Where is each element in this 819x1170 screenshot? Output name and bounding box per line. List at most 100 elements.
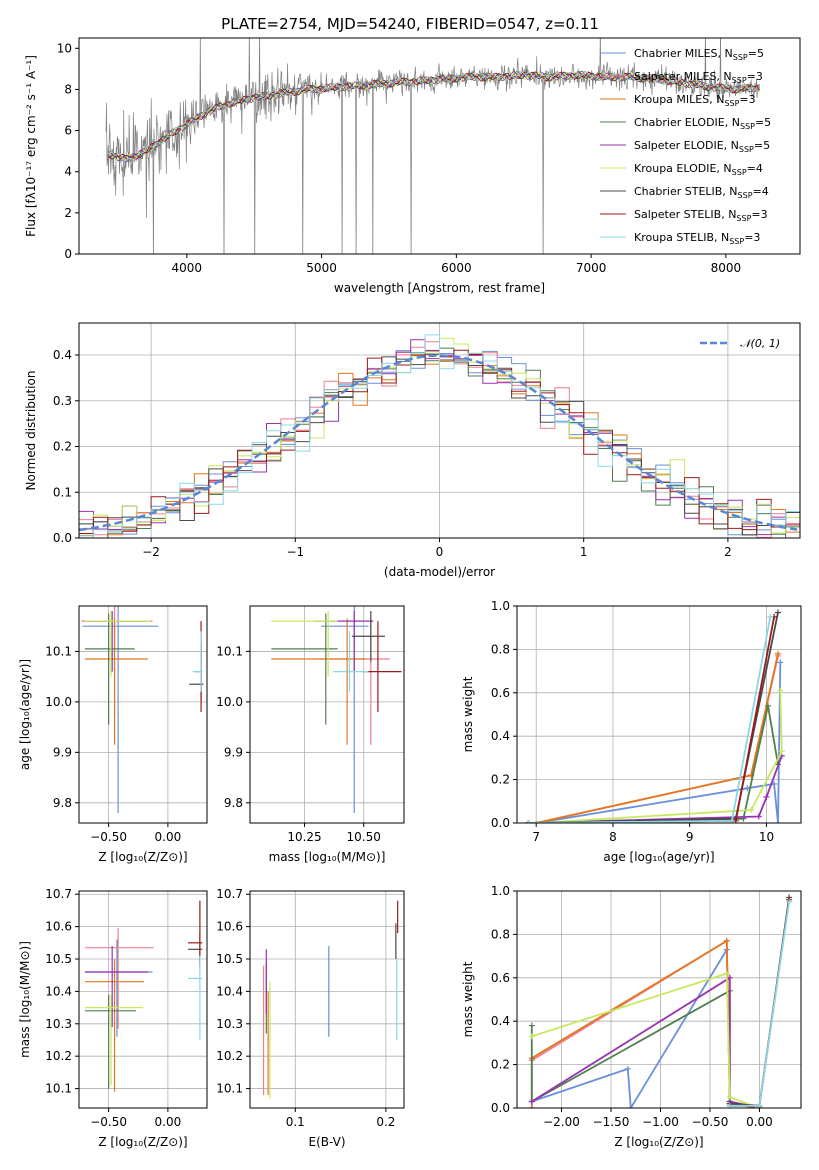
grid (517, 890, 801, 1109)
observed-spectrum (105, 38, 760, 254)
x-tick-label: 0.00 (155, 830, 182, 844)
model-spectrum-kroupa-elodie (108, 71, 760, 161)
x-tick-label: −2 (142, 545, 160, 559)
errorbar-kroupa-elodie (84, 611, 151, 677)
series-marker (777, 687, 784, 694)
series-kroupa-elodie (533, 687, 785, 823)
axes-frame (78, 605, 208, 824)
plot-area (81, 606, 204, 813)
legend-label: Salpeter STELIB, NSSP=3 (634, 208, 768, 223)
errorbar-salpeter-stelib (188, 900, 203, 963)
series-marker (755, 813, 762, 820)
legend-label: 𝒩(0, 1) (740, 337, 780, 350)
axes-mass-vs-Z: −0.50 0.00 10.1 10.2 10.3 10.4 10.5 10.6 10.7 Z [… (18, 887, 208, 1149)
errorbar-kroupa-miles (84, 618, 148, 745)
series-kroupa-miles (533, 650, 781, 823)
errorbar-salpeter-elodie (84, 611, 148, 672)
series-line (536, 690, 783, 823)
x-tick-label: 8 (609, 830, 617, 844)
y-tick-label: 10.3 (45, 1017, 72, 1031)
y-tick-label: 10.1 (216, 1082, 243, 1096)
errorbar-salpeter-miles (81, 606, 153, 718)
grid (79, 891, 207, 1108)
series-line (531, 972, 760, 1108)
series-marker (624, 1065, 631, 1072)
y-tick-label: 10.5 (216, 952, 243, 966)
y-tick-label: 9.9 (53, 745, 72, 759)
axes-mass-weight-vs-Z: −2.00 −1.50 −1.00 −0.50 0.00 0.0 0.2 0.4 0.6 0.8 1… (461, 884, 802, 1149)
x-tick-label: 0.00 (746, 1115, 773, 1129)
y-tick-label: 0 (64, 247, 72, 261)
series-marker (723, 970, 730, 977)
errorbar-salpeter-elodie (313, 611, 374, 672)
x-tick-label: 7000 (576, 261, 607, 275)
series-marker (767, 613, 774, 620)
model-spectrum-kroupa-stelib (108, 71, 760, 162)
y-axis-label: Flux [fλ10⁻¹⁷ erg cm⁻² s⁻¹ A⁻¹] (24, 55, 38, 237)
errorbar-kroupa-stelib (332, 631, 369, 692)
y-tick-label: 0.0 (491, 816, 510, 830)
y-tick-label: 9.9 (224, 745, 243, 759)
axes-frame (516, 605, 802, 824)
errorbar-kroupa-stelib (188, 955, 203, 1040)
x-tick-label: 10.25 (287, 830, 321, 844)
series-marker (763, 793, 770, 800)
axes-mass-weight-vs-age: 7 8 9 10 0.0 0.2 0.4 0.6 0.8 1.0 age [log₁₀(age/yr… (461, 599, 802, 864)
y-axis-label: mass [log₁₀(M/M⊙)] (18, 941, 32, 1058)
errorbar-chabrier-elodie (271, 613, 338, 725)
series-marker (528, 1033, 535, 1040)
y-tick-label: 10.0 (216, 695, 243, 709)
grid (517, 605, 801, 824)
y-tick-label: 0.4 (491, 1014, 510, 1028)
x-axis-label: wavelength [Angstrom, rest frame] (334, 281, 545, 295)
x-axis-label: (data-model)/error (384, 565, 495, 579)
x-axis-label: age [log₁₀(age/yr)] (603, 850, 714, 864)
y-tick-label: 10.7 (45, 887, 72, 901)
x-tick-label: −1.00 (642, 1115, 679, 1129)
errorbar-salpeter-elodie (84, 946, 148, 1028)
series-marker (774, 820, 781, 823)
y-tick-label: 2 (64, 206, 72, 220)
y-tick-label: 10.6 (45, 920, 72, 934)
y-tick-label: 10.1 (45, 644, 72, 658)
series-marker (774, 609, 781, 616)
plot-area (271, 606, 402, 813)
y-tick-label: 10.5 (45, 952, 72, 966)
legend-label: Kroupa MILES, NSSP=3 (634, 93, 756, 108)
y-axis-label: age [log₁₀(age/yr)] (18, 659, 32, 770)
x-axis-label: E(B-V) (308, 1135, 345, 1149)
errorbar-kroupa-miles (84, 959, 145, 1092)
grid (250, 891, 404, 1108)
y-tick-label: 1.0 (491, 884, 510, 898)
y-tick-label: 0.2 (491, 1058, 510, 1072)
axes-frame (78, 37, 801, 255)
x-tick-label: 9 (686, 830, 694, 844)
y-tick-label: 0.6 (491, 686, 510, 700)
x-tick-label: −1 (286, 545, 304, 559)
y-tick-label: 10.6 (216, 920, 243, 934)
y-tick-label: 0.2 (53, 440, 72, 454)
axes-residuals: −2 −1 0 1 2 0.0 0.1 0.2 0.3 0.4 (data-model)/error… (24, 322, 801, 579)
y-tick-label: 0.8 (491, 927, 510, 941)
y-tick-label: 0.0 (53, 531, 72, 545)
x-tick-label: −2.00 (543, 1115, 580, 1129)
errorbar-chabrier-elodie (84, 613, 135, 725)
legend-label: Salpeter ELODIE, NSSP=5 (634, 139, 770, 154)
series-marker (764, 702, 771, 709)
y-tick-label: 10.0 (45, 695, 72, 709)
model-spectrum-chabrier-stelib (108, 71, 760, 160)
histogram-kroupa-stelib (79, 334, 800, 538)
errorbar-kroupa-miles (271, 618, 367, 745)
series-marker (528, 1105, 535, 1108)
series-marker (723, 937, 730, 944)
x-tick-label: 10.50 (347, 830, 381, 844)
x-tick-label: −0.50 (90, 830, 127, 844)
axes-frame (516, 890, 802, 1109)
series-marker (748, 806, 755, 813)
y-tick-label: 6 (64, 124, 72, 138)
figure-title: PLATE=2754, MJD=54240, FIBERID=0547, z=0… (221, 15, 599, 33)
legend: Chabrier MILES, NSSP=5 Salpeter MILES, NS… (600, 47, 771, 246)
plot-area (79, 334, 800, 538)
y-tick-label: 10.2 (216, 1049, 243, 1063)
